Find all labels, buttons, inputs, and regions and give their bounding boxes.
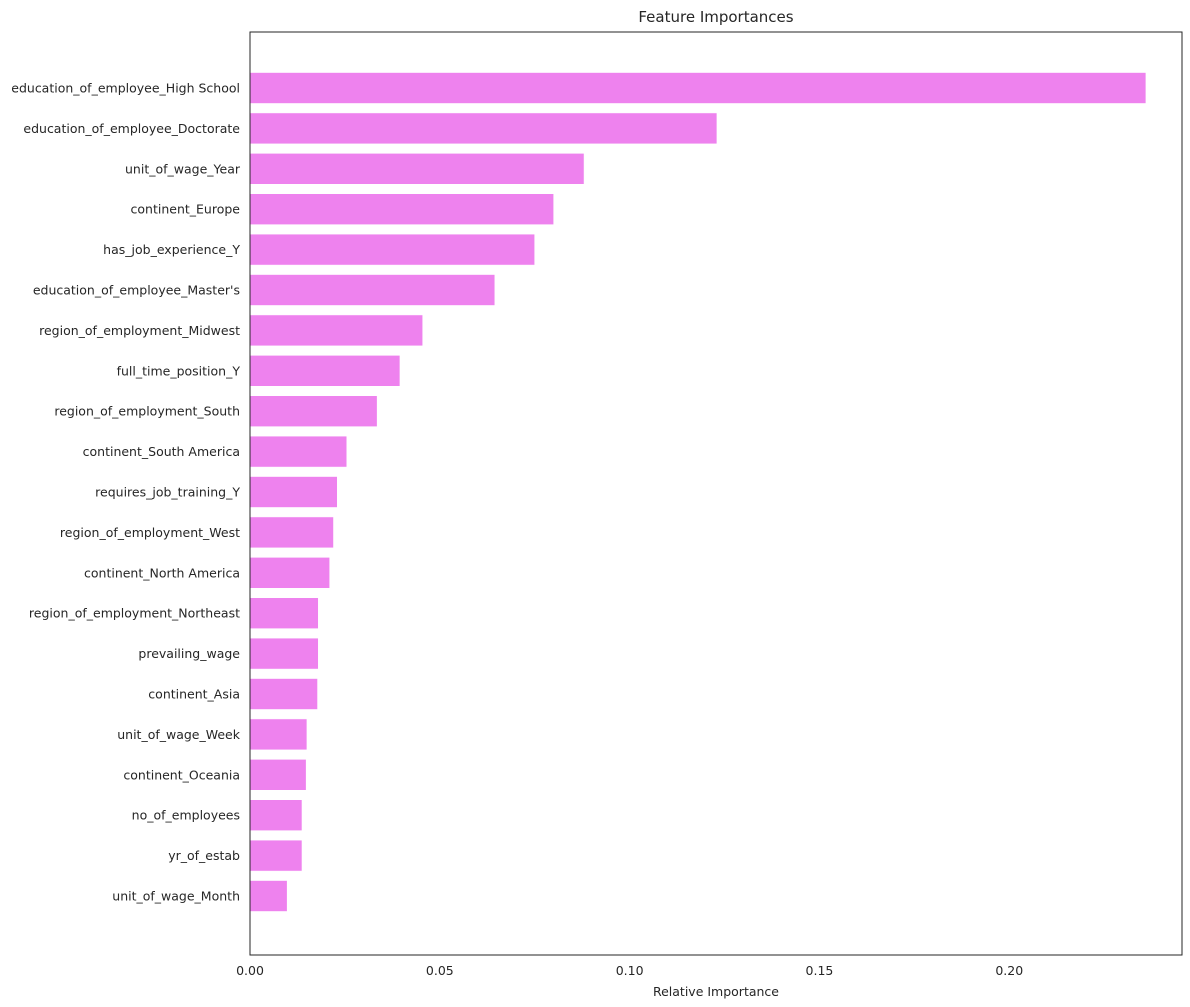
bar <box>249 758 307 791</box>
bar <box>249 435 348 468</box>
bar <box>249 476 338 508</box>
bar <box>249 799 303 832</box>
y-tick-label: requires_job_training_Y <box>95 485 240 500</box>
x-tick-label: 0.05 <box>426 963 454 978</box>
y-tick-label: region_of_employment_South <box>54 404 240 419</box>
x-tick-label: 0.00 <box>236 963 264 978</box>
bar <box>249 556 331 589</box>
bar <box>249 274 496 306</box>
bar <box>249 678 318 710</box>
bar <box>249 718 308 751</box>
y-tick-label: has_job_experience_Y <box>103 242 240 257</box>
y-tick-label: prevailing_wage <box>138 646 240 661</box>
y-tick-label: unit_of_wage_Month <box>112 889 240 904</box>
y-tick-label: continent_South America <box>83 444 240 459</box>
y-tick-label: continent_Oceania <box>123 767 240 782</box>
x-tick-labels: 0.00 0.05 0.10 0.15 0.20 <box>236 963 1023 978</box>
y-tick-label: region_of_employment_West <box>60 525 240 540</box>
chart-title: Feature Importances <box>638 8 793 26</box>
bar <box>249 354 401 387</box>
y-tick-label: full_time_position_Y <box>117 363 241 378</box>
x-tick-label: 0.10 <box>616 963 644 978</box>
y-tick-label: yr_of_estab <box>168 848 240 863</box>
y-tick-label: education_of_employee_Doctorate <box>23 121 240 136</box>
bar <box>249 637 319 670</box>
y-tick-label: no_of_employees <box>132 808 240 823</box>
plot-frame <box>249 31 1183 956</box>
bar <box>249 193 555 225</box>
bar <box>249 72 1147 104</box>
y-tick-label: region_of_employment_Northeast <box>29 606 240 621</box>
y-tick-label: unit_of_wage_Year <box>125 161 241 176</box>
bar <box>249 153 585 185</box>
bar <box>249 880 288 912</box>
bar <box>249 112 718 145</box>
y-tick-label: continent_Asia <box>148 687 240 702</box>
y-tick-label: unit_of_wage_Week <box>117 727 241 742</box>
y-tick-label: continent_Europe <box>131 202 241 217</box>
x-tick-label: 0.15 <box>806 963 834 978</box>
bar <box>249 839 303 872</box>
x-axis-label: Relative Importance <box>653 984 779 999</box>
bar <box>249 233 536 266</box>
bars-group <box>249 72 1147 912</box>
y-tick-label: education_of_employee_Master's <box>33 283 240 298</box>
bar <box>249 597 319 630</box>
y-tick-label: region_of_employment_Midwest <box>39 323 240 338</box>
y-tick-label: education_of_employee_High School <box>11 81 240 96</box>
x-tick-label: 0.20 <box>995 963 1023 978</box>
bar <box>249 314 424 347</box>
bar <box>249 516 334 549</box>
bar <box>249 395 378 428</box>
y-tick-label: continent_North America <box>84 565 240 580</box>
y-tick-labels: education_of_employee_High School educati… <box>11 81 241 904</box>
